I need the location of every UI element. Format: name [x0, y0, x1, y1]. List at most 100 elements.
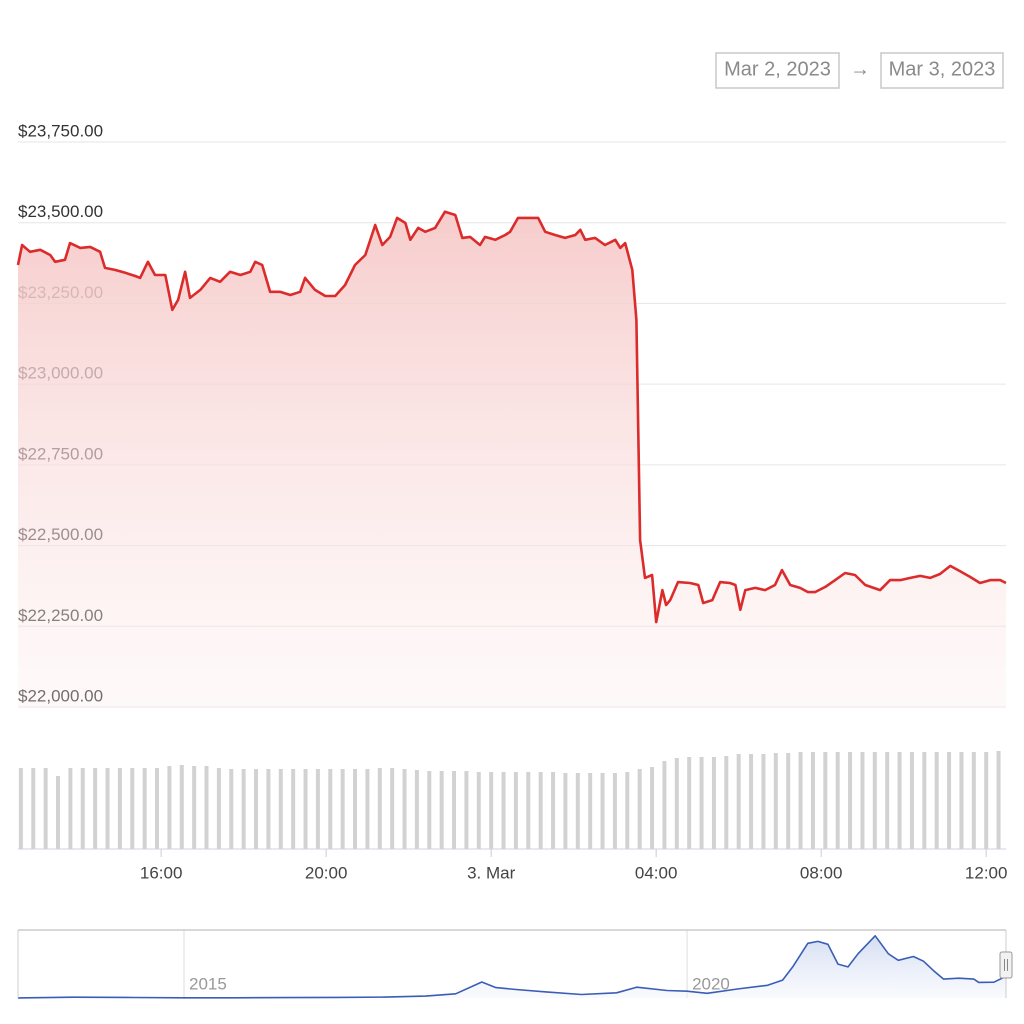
- volume-bar: [551, 772, 556, 849]
- price-area: [18, 211, 1006, 707]
- volume-bar: [464, 771, 469, 849]
- plot-layer: $22,000.00$22,250.00$22,500.00$22,750.00…: [16, 121, 1007, 999]
- volume-bar: [439, 771, 444, 849]
- volume-bar: [167, 766, 172, 849]
- volume-bar: [909, 752, 914, 849]
- volume-bar: [786, 753, 791, 849]
- date-from[interactable]: Mar 2, 2023: [724, 58, 831, 80]
- x-tick-label: 20:00: [305, 863, 348, 882]
- volume-bar: [105, 768, 110, 849]
- volume-bar: [860, 752, 865, 849]
- volume-bar: [56, 776, 61, 849]
- date-from-box[interactable]: [715, 52, 840, 89]
- navigator-handle[interactable]: [999, 951, 1013, 979]
- date-to-box[interactable]: [880, 52, 1004, 89]
- volume-bar: [575, 773, 580, 849]
- volume-bar: [117, 768, 122, 849]
- volume-bar: [229, 769, 234, 849]
- volume-bar: [43, 768, 48, 849]
- volume-bar: [142, 768, 147, 849]
- volume-bar: [724, 756, 729, 849]
- volume-bar: [452, 771, 457, 849]
- x-tick-label: 04:00: [635, 863, 678, 882]
- volume-bar: [588, 773, 593, 849]
- date-separator: →: [850, 58, 870, 80]
- volume-bar: [959, 752, 964, 849]
- volume-bar: [625, 772, 630, 849]
- volume-bar: [427, 771, 432, 849]
- volume-bar: [736, 754, 741, 849]
- volume-bar: [315, 769, 320, 849]
- volume-bar: [984, 752, 989, 849]
- volume-bar: [93, 768, 98, 849]
- volume-bar: [637, 769, 642, 849]
- date-to[interactable]: Mar 3, 2023: [889, 58, 996, 80]
- volume-bar: [798, 752, 803, 849]
- volume-bar: [365, 769, 370, 849]
- volume-bar: [241, 769, 246, 849]
- volume-bar: [18, 768, 23, 849]
- navigator-tick-label: 2015: [189, 974, 227, 993]
- volume-bar: [563, 773, 568, 849]
- volume-bar: [501, 772, 506, 849]
- volume-bar: [303, 769, 308, 849]
- volume-bar: [513, 772, 518, 849]
- volume-bar: [749, 754, 754, 849]
- volume-bar: [377, 768, 382, 849]
- y-tick-label: $23,750.00: [18, 121, 103, 140]
- volume-bar: [538, 772, 543, 849]
- volume-bar: [179, 765, 184, 849]
- volume-bar: [192, 766, 197, 849]
- volume-bar: [130, 768, 135, 849]
- x-tick-label: 08:00: [800, 863, 843, 882]
- volume-bar: [291, 769, 296, 849]
- x-tick-label: 16:00: [140, 863, 183, 882]
- volume-bar: [155, 768, 160, 849]
- navigator-line: [17, 935, 1007, 999]
- volume-bar: [687, 757, 692, 849]
- navigator-tick-label: 2020: [692, 974, 730, 993]
- volume-bar: [971, 752, 976, 849]
- x-tick-label: 3. Mar: [467, 863, 516, 882]
- volume-bar: [340, 769, 345, 849]
- volume-bar: [390, 768, 395, 849]
- volume-bar: [328, 769, 333, 849]
- volume-bar: [872, 752, 877, 849]
- volume-bar: [204, 766, 209, 849]
- price-line: [16, 210, 1007, 624]
- volume-bar: [711, 757, 716, 849]
- volume-bar: [674, 758, 679, 849]
- volume-bar: [216, 768, 221, 849]
- navigator-area: [18, 935, 1006, 998]
- volume-bar: [278, 769, 283, 849]
- volume-bar: [612, 773, 617, 849]
- volume-bar: [31, 768, 36, 849]
- volume-bar: [823, 752, 828, 849]
- volume-bar: [402, 769, 407, 849]
- volume-bar: [835, 752, 840, 849]
- volume-bar: [897, 752, 902, 849]
- volume-bar: [662, 761, 667, 849]
- volume-bar: [773, 753, 778, 849]
- volume-bar: [353, 769, 358, 849]
- volume-bar: [885, 752, 890, 849]
- volume-bar: [489, 772, 494, 849]
- volume-bar: [266, 769, 271, 849]
- y-tick-label: $23,500.00: [18, 202, 103, 221]
- volume-bar: [996, 751, 1001, 849]
- volume-bar: [922, 752, 927, 849]
- volume-bar: [600, 773, 605, 849]
- volume-bar: [68, 768, 73, 849]
- volume-bar: [526, 772, 531, 849]
- volume-bar: [810, 752, 815, 849]
- volume-bar: [699, 757, 704, 849]
- volume-bar: [414, 770, 419, 849]
- volume-bar: [254, 769, 259, 849]
- volume-bar: [947, 752, 952, 849]
- volume-bar: [848, 752, 853, 849]
- volume-bar: [761, 754, 766, 849]
- volume-bar: [934, 752, 939, 849]
- volume-bar: [80, 768, 85, 849]
